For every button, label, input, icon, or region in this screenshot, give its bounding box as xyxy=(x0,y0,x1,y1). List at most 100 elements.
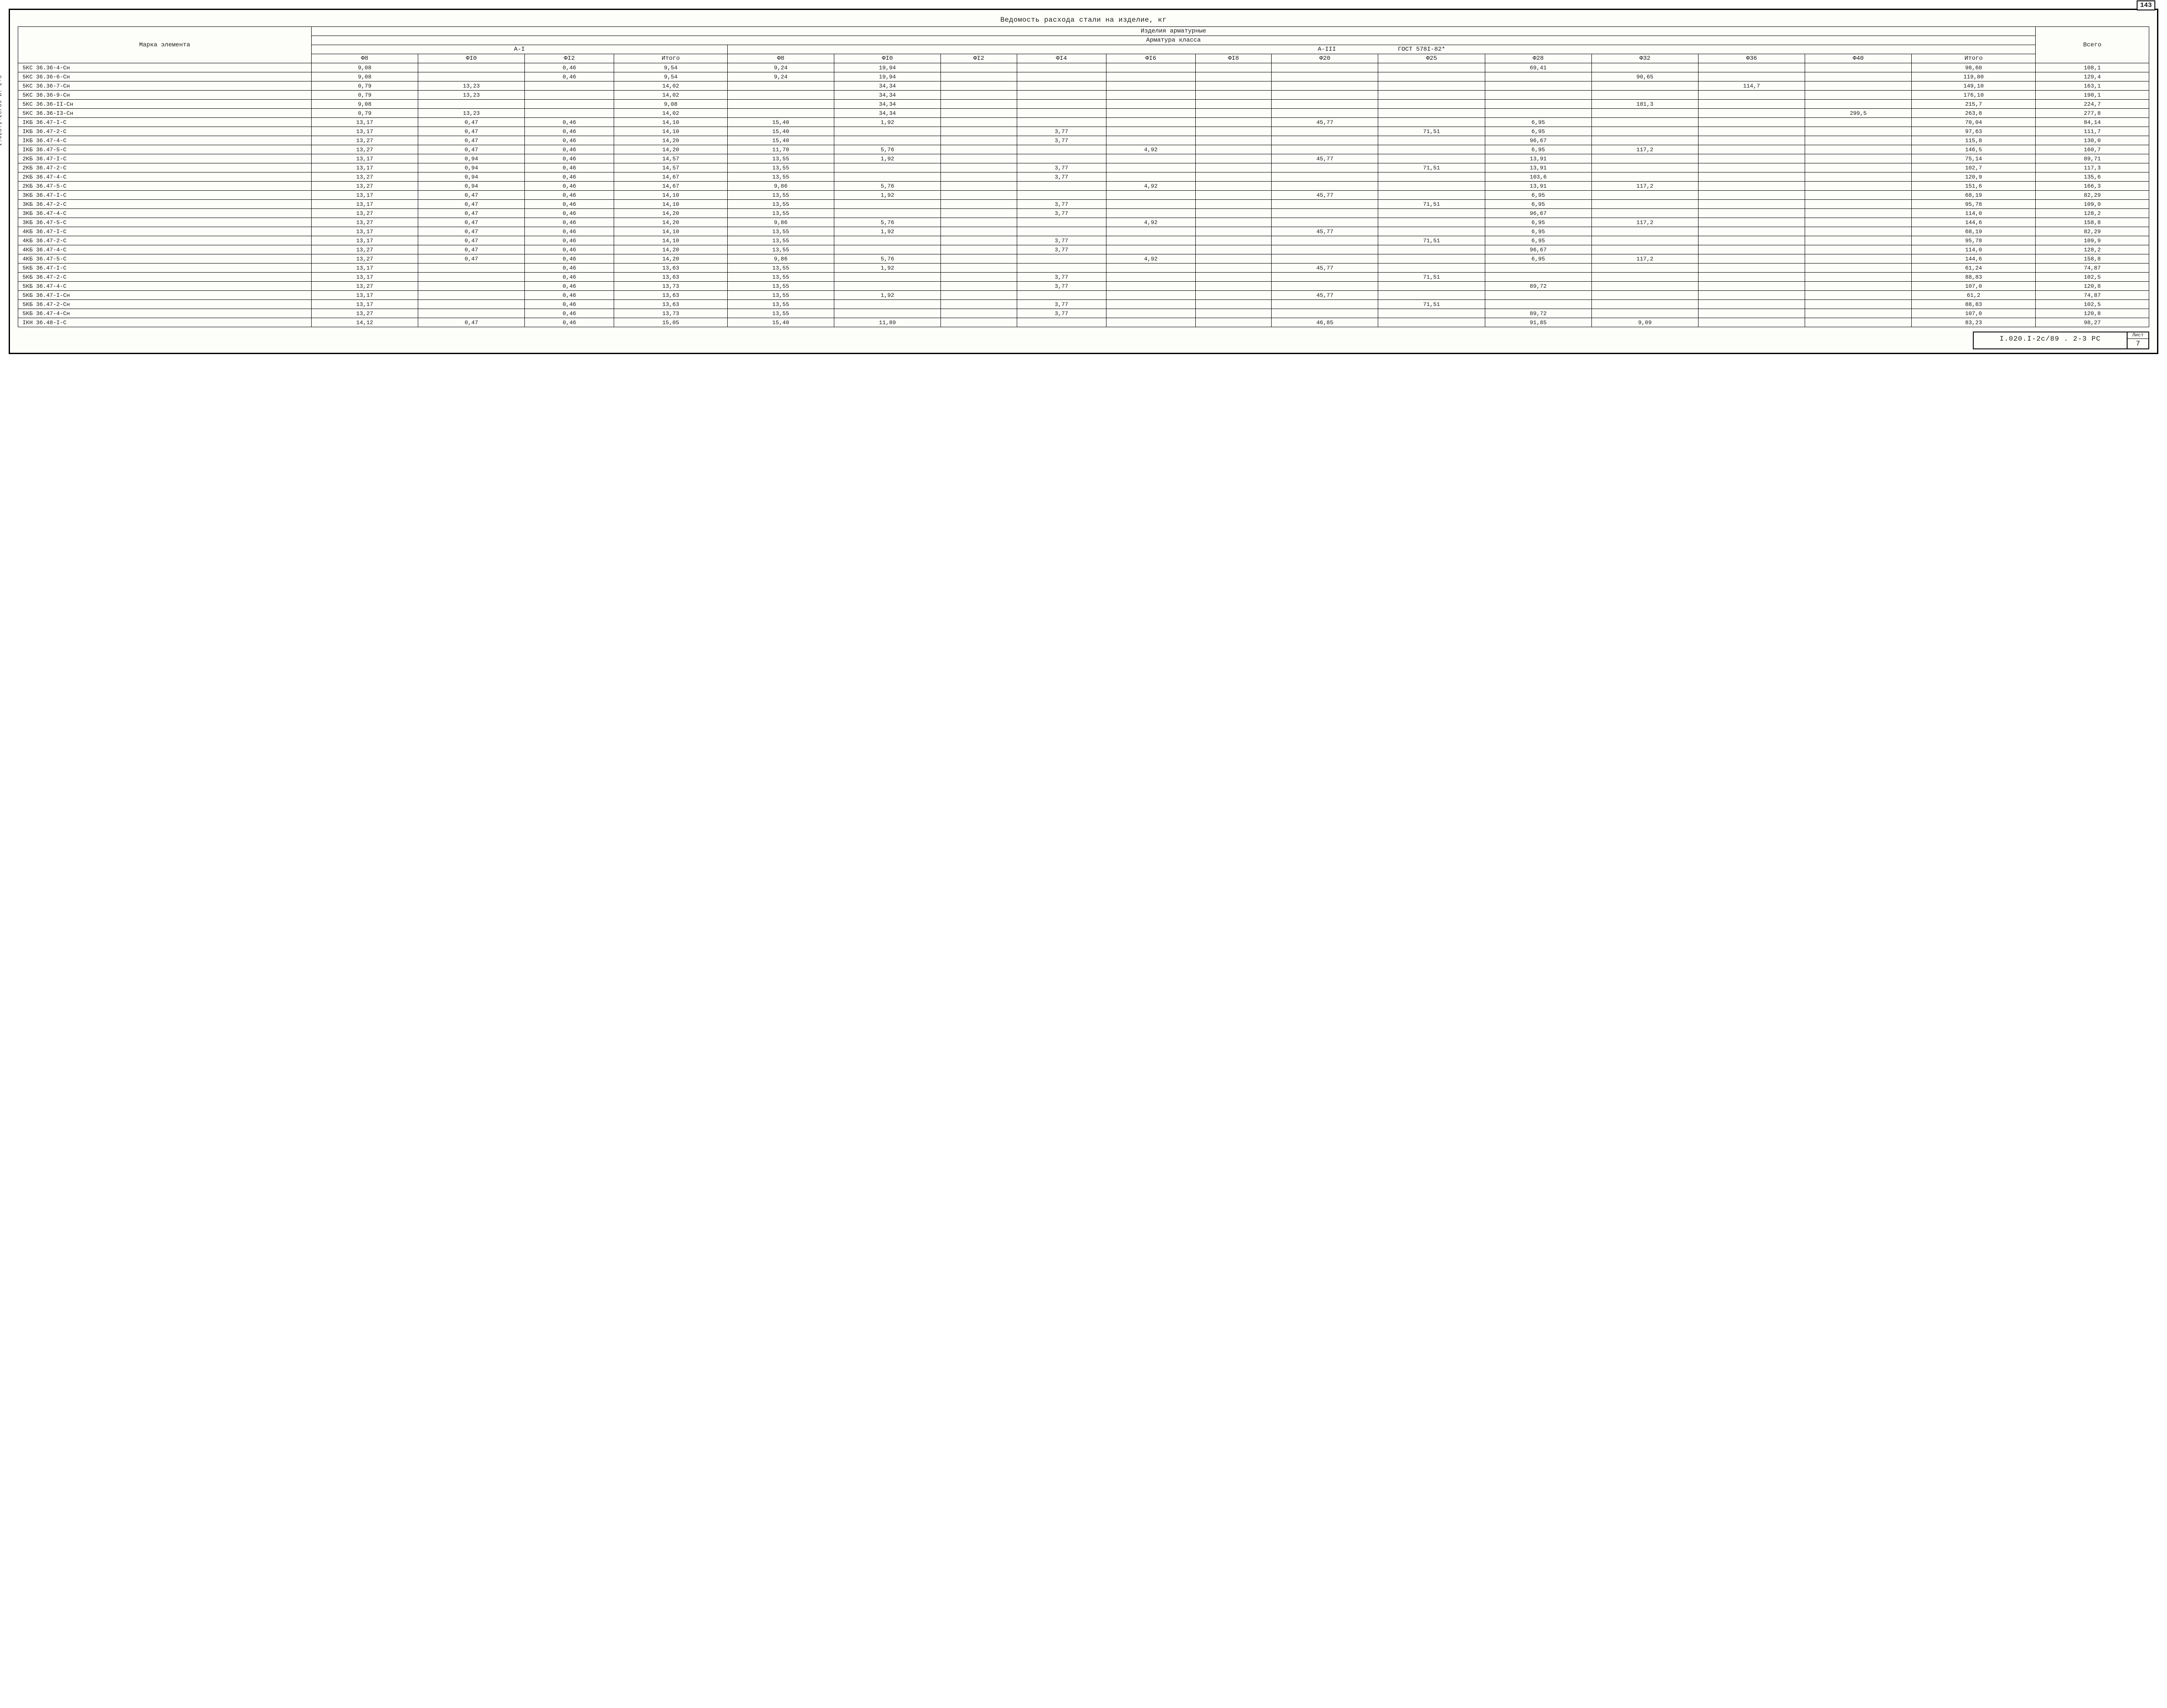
diameter-row: Ф8 ФI0 ФI2 Итого Ф8 ФI0 ФI2 ФI4 ФI6 ФI8 … xyxy=(18,54,2149,63)
cell-value: 9,86 xyxy=(727,254,834,264)
cell-value xyxy=(1485,291,1591,300)
cell-value xyxy=(1805,91,1912,100)
cell-value xyxy=(834,309,940,318)
cell-value: 45,77 xyxy=(1272,191,1378,200)
cell-value xyxy=(1195,254,1271,264)
cell-mark: 5КБ 36.47-4-Сн xyxy=(18,309,312,318)
d-a3-18: ФI8 xyxy=(1195,54,1271,63)
cell-value: 19,94 xyxy=(834,63,940,72)
cell-value xyxy=(1805,100,1912,109)
cell-value xyxy=(1378,264,1485,273)
cell-value: 0,47 xyxy=(418,254,525,264)
cell-value xyxy=(1698,72,1805,81)
table-row: IКБ 36.47-I-С13,170,470,4614,1015,401,92… xyxy=(18,118,2149,127)
table-row: 5КС 36.36-II-Сн9,089,0834,34181,3215,722… xyxy=(18,100,2149,109)
cell-value: 98,60 xyxy=(1912,63,2036,72)
cell-value xyxy=(1378,254,1485,264)
cell-value xyxy=(941,63,1017,72)
cell-value xyxy=(1272,254,1378,264)
table-row: 2КБ 36.47-2-С13,170,940,4614,5713,553,77… xyxy=(18,163,2149,172)
cell-value: 0,46 xyxy=(525,264,614,273)
cell-value xyxy=(1805,72,1912,81)
cell-value: 71,51 xyxy=(1378,127,1485,136)
cell-value xyxy=(1698,236,1805,245)
cell-value xyxy=(1378,245,1485,254)
cell-total: 129,4 xyxy=(2036,72,2149,81)
table-row: 5КБ 36.47-4-С13,270,4613,7313,553,7789,7… xyxy=(18,282,2149,291)
cell-value xyxy=(1805,118,1912,127)
cell-total: 109,9 xyxy=(2036,200,2149,209)
cell-value: 107,0 xyxy=(1912,309,2036,318)
cell-value xyxy=(1378,182,1485,191)
cell-value: 34,34 xyxy=(834,91,940,100)
cell-mark: IКБ 36.47-4-С xyxy=(18,136,312,145)
cell-value xyxy=(1805,136,1912,145)
cell-value xyxy=(1591,163,1698,172)
cell-mark: 5КС 36.36-I3-Сн xyxy=(18,109,312,118)
cell-value xyxy=(1195,163,1271,172)
cell-value: 102,7 xyxy=(1912,163,2036,172)
cell-value xyxy=(1195,282,1271,291)
cell-value xyxy=(1698,109,1805,118)
cell-value: 13,17 xyxy=(311,118,418,127)
cell-value xyxy=(1591,63,1698,72)
cell-value xyxy=(1698,118,1805,127)
cell-value: 263,8 xyxy=(1912,109,2036,118)
cell-value xyxy=(941,163,1017,172)
cell-value: 14,20 xyxy=(614,245,728,254)
cell-value: 6,95 xyxy=(1485,145,1591,154)
cell-total: 224,7 xyxy=(2036,100,2149,109)
cell-value: 95,78 xyxy=(1912,236,2036,245)
cell-value xyxy=(1378,72,1485,81)
cell-value xyxy=(1195,100,1271,109)
cell-value: 6,95 xyxy=(1485,118,1591,127)
cell-value: 3,77 xyxy=(1017,127,1106,136)
cell-value: 1,92 xyxy=(834,264,940,273)
cell-total: 128,2 xyxy=(2036,209,2149,218)
cell-value xyxy=(1805,282,1912,291)
cell-value: 13,55 xyxy=(727,245,834,254)
cell-value xyxy=(941,109,1017,118)
cell-value xyxy=(1106,72,1195,81)
cell-value xyxy=(941,291,1017,300)
cell-value: 13,17 xyxy=(311,191,418,200)
cell-value: 299,5 xyxy=(1805,109,1912,118)
cell-value: 14,57 xyxy=(614,154,728,163)
cell-value: 14,02 xyxy=(614,91,728,100)
cell-value xyxy=(1017,182,1106,191)
cell-value xyxy=(1195,72,1271,81)
cell-value xyxy=(1106,264,1195,273)
cell-value xyxy=(1195,182,1271,191)
cell-value xyxy=(1378,282,1485,291)
cell-value: 0,47 xyxy=(418,245,525,254)
cell-total: 130,0 xyxy=(2036,136,2149,145)
cell-value: 13,23 xyxy=(418,109,525,118)
cell-value: 103,6 xyxy=(1485,172,1591,182)
cell-value xyxy=(727,109,834,118)
cell-value xyxy=(941,127,1017,136)
cell-value: 13,63 xyxy=(614,291,728,300)
cell-value xyxy=(1195,227,1271,236)
table-row: 5КС 36.36-9-Сн0,7913,2314,0234,34176,101… xyxy=(18,91,2149,100)
cell-value xyxy=(1485,91,1591,100)
cell-value xyxy=(1017,227,1106,236)
cell-total: 135,6 xyxy=(2036,172,2149,182)
cell-value: 75,14 xyxy=(1912,154,2036,163)
cell-value xyxy=(1378,227,1485,236)
cell-value xyxy=(1195,136,1271,145)
cell-value xyxy=(1378,136,1485,145)
cell-value xyxy=(1272,172,1378,182)
cell-value xyxy=(1805,182,1912,191)
col-total: Всего xyxy=(2036,27,2149,63)
d-a3-36: Ф36 xyxy=(1698,54,1805,63)
cell-value: 13,27 xyxy=(311,172,418,182)
cell-value: 45,77 xyxy=(1272,118,1378,127)
cell-total: 74,87 xyxy=(2036,264,2149,273)
cell-value: 14,20 xyxy=(614,209,728,218)
cell-value xyxy=(941,72,1017,81)
cell-value xyxy=(1106,309,1195,318)
cell-value xyxy=(1698,191,1805,200)
cell-value xyxy=(834,172,940,182)
d-a1-8: Ф8 xyxy=(311,54,418,63)
table-row: 5КБ 36.47-I-С13,170,4613,6313,551,9245,7… xyxy=(18,264,2149,273)
